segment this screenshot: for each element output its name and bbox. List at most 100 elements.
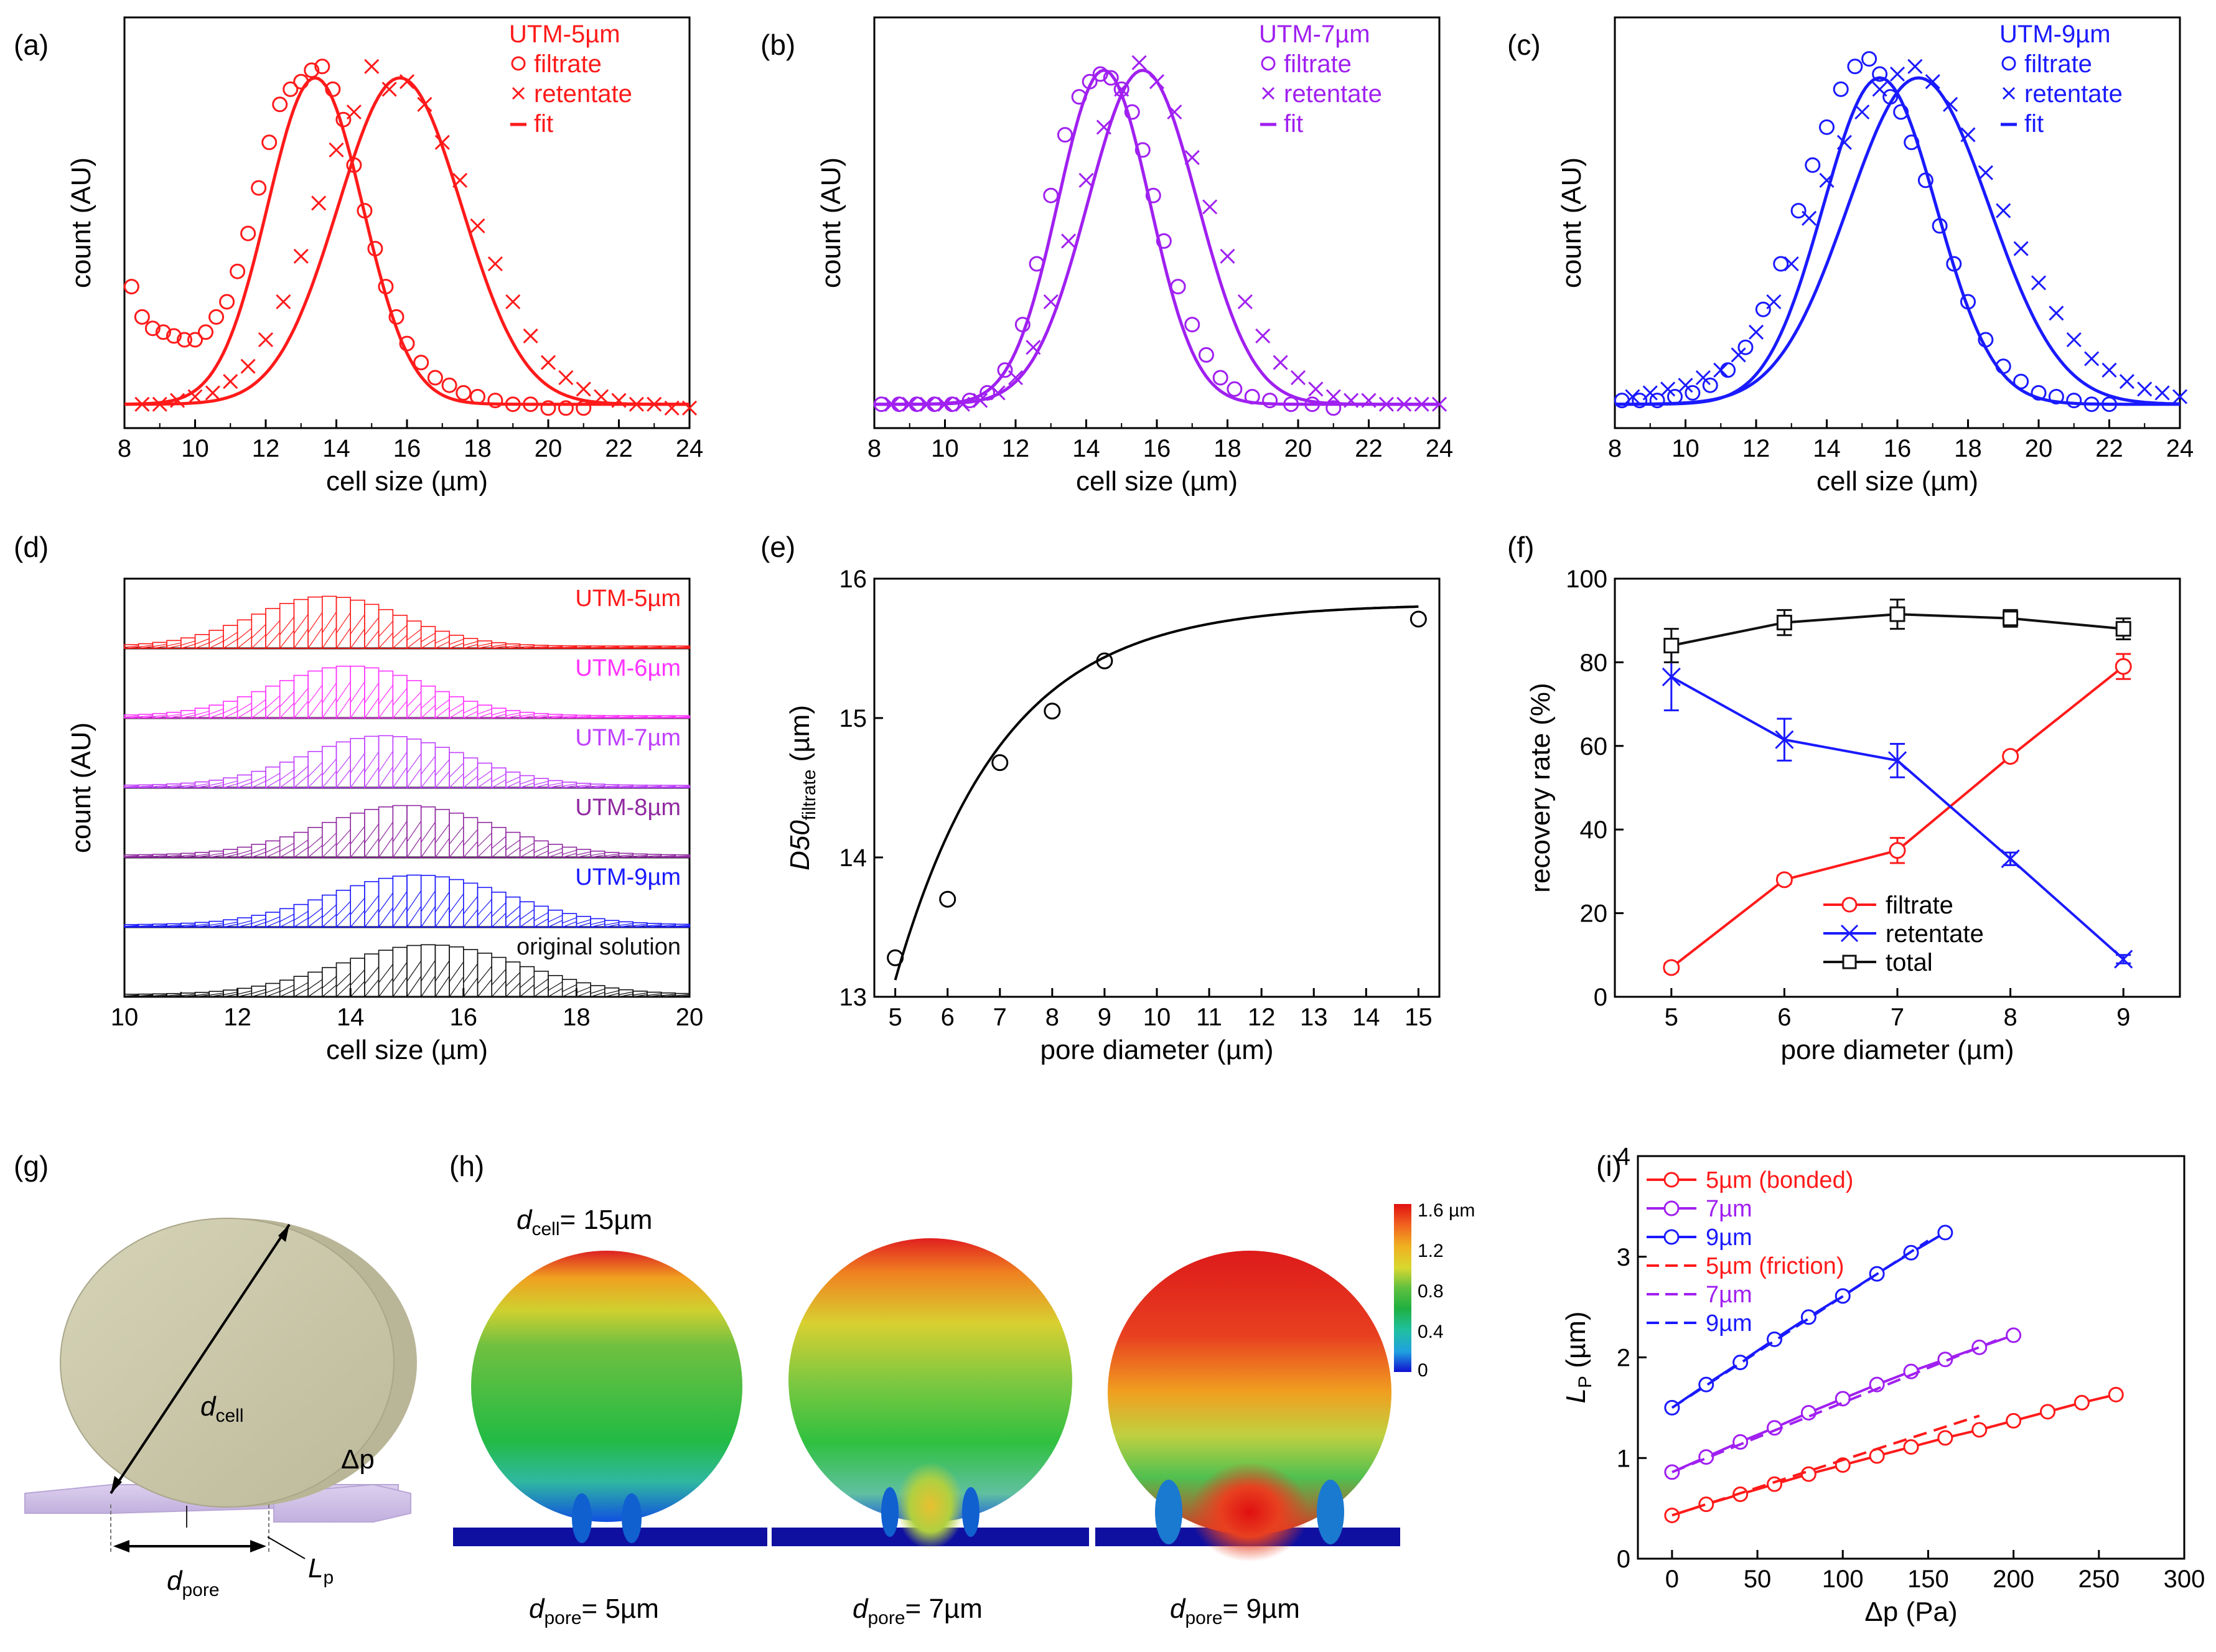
chart-d-hatch-2-16 (350, 753, 365, 788)
chart-b-retentate-point-3 (937, 396, 953, 412)
chart-c-xtick-label-8: 24 (2166, 435, 2194, 462)
chart-f-legend-retentate: retentate (1886, 920, 1984, 948)
chart-d-bar-4-39 (675, 923, 690, 928)
chart-c-retentate-point-28 (2119, 374, 2134, 390)
chart-d-hatch-4-22 (434, 892, 450, 928)
chart-b-legend-title: UTM-7µm (1259, 21, 1370, 48)
chart-b-xtick-label-1: 10 (931, 435, 959, 462)
chart-d-hatch-4-23 (449, 894, 464, 928)
chart-c-retentate-point-23 (2031, 275, 2047, 291)
chart-f-ytick-label-0: 0 (1594, 984, 1607, 1011)
chart-d-hatch-4-30 (548, 915, 563, 928)
chart-a-filtrate-point-16 (293, 73, 309, 90)
chart-d-hatch-3-17 (364, 823, 380, 858)
chart-d-hatch-2-28 (520, 778, 535, 788)
chart-a-filtrate-point-22 (357, 203, 373, 219)
chart-a-retentate-point-24 (558, 370, 574, 386)
chart-i-ytick-label-2: 2 (1617, 1345, 1630, 1372)
chart-d-hatch-1-22 (435, 699, 450, 719)
chart-a-filtrate-point-35 (540, 400, 556, 416)
d-cell-arrowhead-low (111, 1476, 122, 1493)
chart-a-retentate-point-29 (647, 396, 662, 412)
chart-a-filtrate-point-25 (388, 309, 404, 325)
chart-d-hatch-2-21 (421, 756, 436, 788)
chart-a-retentate-point-12 (346, 104, 362, 120)
chart-d-hatch-1-18 (378, 684, 393, 719)
chart-i-xtick-label-3: 150 (1907, 1566, 1949, 1593)
chart-e: D50filtrate (µm) pore diameter (µm) 5 6 7 8… (785, 566, 1441, 1065)
chart-b-filtrate-point-20 (1156, 233, 1172, 249)
chart-d-hatch-0-6 (208, 635, 224, 649)
chart-e-ytick-label-2: 15 (839, 705, 867, 732)
chart-e-ytick-label-0: 13 (839, 984, 867, 1011)
chart-i-series-0-point-6 (1869, 1448, 1885, 1464)
h-pore-label-7-value: = 7µm (905, 1594, 983, 1624)
chart-d-bar-1-39 (675, 715, 690, 719)
chart-d-hatch-0-38 (661, 646, 676, 649)
chart-d-hatch-1-5 (195, 711, 210, 719)
chart-c-retentate-point-11 (1819, 172, 1835, 188)
chart-d-hatch-1-35 (619, 716, 633, 719)
chart-i-ytick-label-3: 3 (1617, 1244, 1630, 1271)
chart-i-series-1-point-10 (2006, 1327, 2022, 1343)
chart-c-filtrate-point-29 (2066, 393, 2082, 409)
chart-d-hatch-2-33 (591, 785, 605, 788)
chart-d-hatch-4-18 (378, 892, 393, 928)
chart-a-filtrate-point-5 (176, 332, 192, 348)
chart-d-hatch-4-36 (633, 923, 647, 928)
chart-d-hatch-0-39 (675, 646, 690, 649)
chart-d-hatch-2-23 (449, 762, 464, 788)
chart-c-legend-title: UTM-9µm (1999, 21, 2111, 48)
chart-d-hatch-5-33 (590, 988, 605, 997)
chart-a-legend-title: UTM-5µm (509, 21, 620, 48)
chart-c-retentate-point-9 (1784, 256, 1799, 272)
chart-b-retentate-point-17 (1184, 150, 1200, 166)
chart-f-filtrate-point-3 (2002, 748, 2019, 765)
panel-label-b: (b) (760, 29, 795, 61)
chart-d-xtick-label-1: 12 (223, 1004, 251, 1031)
chart-d-hatch-2-31 (562, 783, 577, 788)
chart-b-retentate-point-28 (1378, 396, 1394, 412)
chart-d-xtick-label-0: 10 (111, 1004, 139, 1031)
chart-d-xtick-label-2: 14 (337, 1004, 365, 1031)
h-cell-size-label: dcell= 15µm (517, 1205, 652, 1239)
chart-a-retentate-point-11 (329, 142, 344, 158)
chart-d-hatch-0-28 (520, 645, 535, 649)
chart-i-series-2-point-1 (1698, 1376, 1714, 1393)
h-pore-label-5-sub: pore (544, 1608, 581, 1628)
chart-a-filtrate-point-13 (261, 134, 278, 151)
chart-d-hatch-4-8 (237, 920, 252, 928)
chart-d-hatch-0-3 (166, 642, 181, 649)
chart-d-hatch-4-6 (209, 922, 223, 928)
chart-d-hatch-2-19 (392, 752, 408, 788)
chart-d-hatch-1-34 (604, 716, 619, 719)
chart-i-xtick-label-4: 200 (1993, 1566, 2034, 1593)
chart-b-xtick-label-2: 12 (1002, 435, 1030, 462)
chart-b-filtrate-point-29 (1304, 396, 1321, 413)
chart-c-filtrate-point-19 (1904, 134, 1920, 151)
chart-c-legend-retentate-marker (2002, 86, 2016, 100)
chart-d-hatch-1-33 (591, 716, 605, 719)
chart-c-retentate-point-20 (1978, 165, 1993, 180)
chart-d-hatch-1-25 (477, 708, 492, 719)
chart-d-hatch-4-5 (195, 923, 210, 928)
chart-d-hatch-5-39 (675, 994, 690, 997)
chart-d-hatch-1-29 (534, 714, 549, 719)
chart-a-retentate-point-16 (417, 96, 432, 112)
chart-a-filtrate-point-8 (208, 309, 225, 325)
chart-d-hatch-1-6 (208, 708, 224, 719)
chart-d-hatch-1-17 (364, 683, 380, 719)
chart-i-line-5 (1671, 1239, 1929, 1409)
chart-d-hatch-1-23 (449, 702, 464, 719)
chart-e-xtick-label-10: 15 (1405, 1004, 1433, 1031)
chart-b-retentate-point-13 (1114, 82, 1129, 97)
chart-a-filtrate-point-9 (219, 294, 235, 310)
chart-a-xtick-label-0: 8 (118, 435, 131, 462)
chart-b-filtrate-point-9 (1029, 256, 1045, 272)
chart-a-retentate-point-28 (629, 396, 644, 412)
chart-d-hatch-2-5 (195, 783, 210, 788)
chart-c-xtick-label-4: 16 (1884, 435, 1912, 462)
chart-b-filtrate-point-18 (1134, 142, 1151, 158)
chart-d-hatch-5-2 (152, 994, 167, 997)
chart-f-xtick-label-3: 8 (2003, 1004, 2017, 1031)
